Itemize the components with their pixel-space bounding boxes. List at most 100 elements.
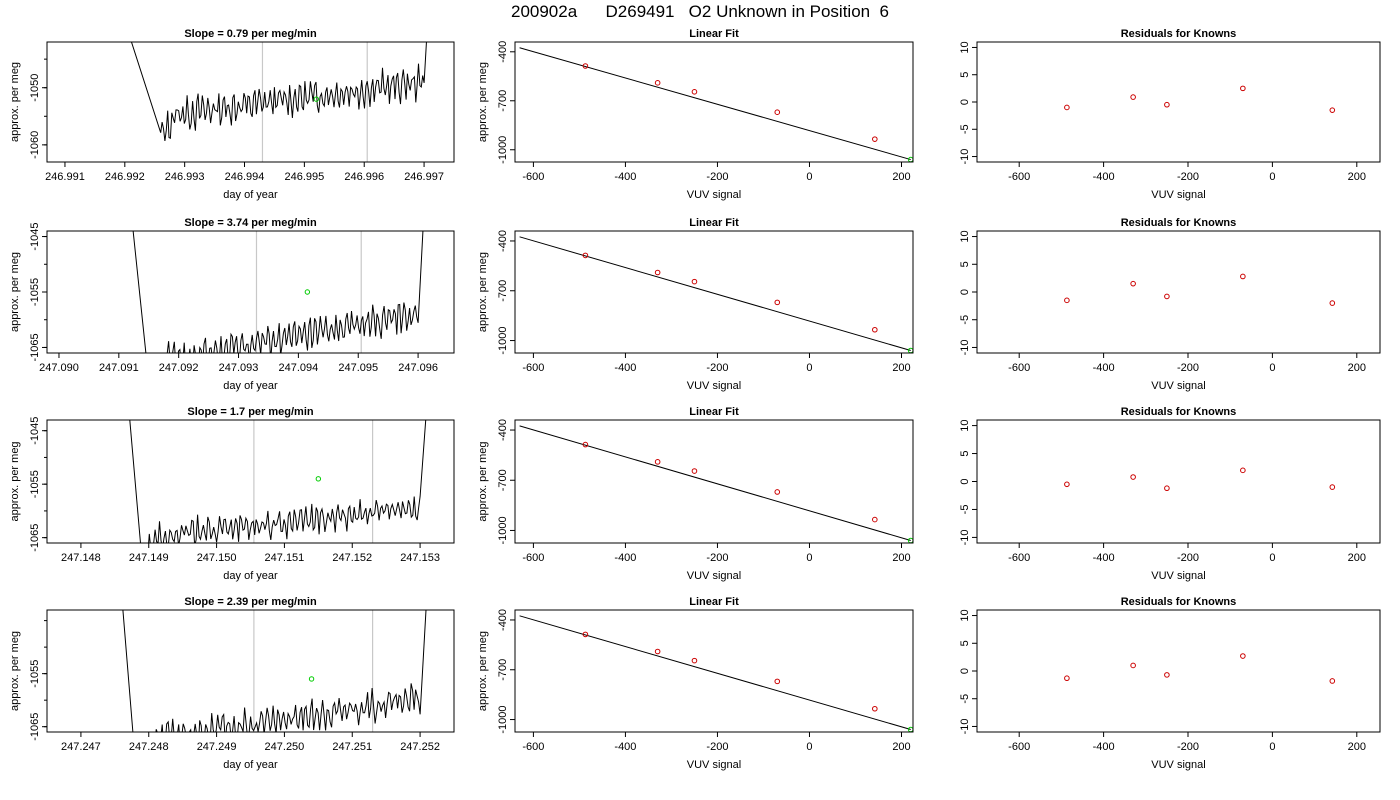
known-point xyxy=(1130,474,1136,480)
x-axis-label: VUV signal xyxy=(1151,189,1205,201)
panel-title: Linear Fit xyxy=(689,596,739,608)
x-axis-label: VUV signal xyxy=(1151,380,1205,392)
page-title: 200902a D269491 O2 Unknown in Position 6 xyxy=(510,2,890,21)
x-tick-label: -600 xyxy=(1008,362,1030,374)
x-tick-label: 246.997 xyxy=(404,171,444,183)
known-point xyxy=(1064,297,1070,304)
x-tick-label: -600 xyxy=(1008,741,1030,753)
panel-title: Linear Fit xyxy=(689,406,739,418)
y-axis-label: approx. per meg xyxy=(9,252,21,332)
x-tick-label: -400 xyxy=(614,362,636,374)
known-point xyxy=(872,136,878,142)
plot-frame xyxy=(976,41,1381,163)
plot-area xyxy=(129,420,427,543)
known-point xyxy=(872,705,878,712)
plot-frame xyxy=(514,41,914,163)
panel-title: Slope = 1.7 per meg/min xyxy=(187,406,314,418)
y-tick-label: -10 xyxy=(959,340,971,356)
x-tick-label: 200 xyxy=(892,741,910,753)
x-tick-label: -600 xyxy=(1008,552,1030,564)
x-axis-label: day of year xyxy=(223,570,278,582)
y-tick-label: -400 xyxy=(497,230,509,252)
y-tick-label: 0 xyxy=(959,478,971,484)
y-tick-label: -700 xyxy=(497,469,509,491)
x-tick-label: 247.090 xyxy=(39,362,79,374)
y-tick-label: -700 xyxy=(497,280,509,302)
y-tick-label: -1000 xyxy=(497,705,509,733)
y-axis-label: approx. per meg xyxy=(9,631,21,711)
known-point xyxy=(582,63,589,69)
panel-title: Slope = 3.74 per meg/min xyxy=(184,217,317,229)
y-tick-label: 0 xyxy=(959,99,971,105)
x-tick-label: -600 xyxy=(522,171,544,183)
known-point xyxy=(691,468,698,474)
panel-row1-time: Slope = 0.79 per meg/min 246.991 246.992 24… xyxy=(9,28,455,201)
x-tick-label: 247.149 xyxy=(129,552,169,564)
known-point xyxy=(1164,672,1170,678)
panel-row2-resid: Residuals for Knowns -600 -400 -200 0 200 10 5 0… xyxy=(959,217,1381,392)
x-tick-label: 200 xyxy=(892,552,910,564)
y-tick-label: 10 xyxy=(959,609,971,621)
x-tick-label: 246.991 xyxy=(45,171,85,183)
x-tick-label: 246.994 xyxy=(225,171,265,183)
x-tick-label: 200 xyxy=(1348,741,1366,753)
x-tick-label: 247.250 xyxy=(265,741,305,753)
x-axis-label: VUV signal xyxy=(687,380,741,392)
plot-area xyxy=(1064,653,1336,684)
plot-frame xyxy=(514,609,914,733)
x-tick-label: 247.151 xyxy=(265,552,305,564)
plot-frame xyxy=(46,230,455,354)
y-tick-label: 0 xyxy=(959,668,971,674)
x-tick-label: 247.247 xyxy=(61,741,101,753)
y-tick-label: -10 xyxy=(959,719,971,735)
plot-area xyxy=(122,610,427,732)
known-point xyxy=(1329,300,1336,306)
x-tick-label: -400 xyxy=(1093,171,1115,183)
panel-row4-resid: Residuals for Knowns -600 -400 -200 0 200 10 5 0… xyxy=(959,596,1381,771)
x-tick-label: -400 xyxy=(1093,741,1115,753)
known-point xyxy=(1130,94,1136,100)
panel-row1-fit: Linear Fit -600 -400 -200 0 200 -400 -700 -1000 V… xyxy=(477,28,914,201)
x-tick-label: -200 xyxy=(1177,552,1199,564)
x-tick-label: 200 xyxy=(892,171,910,183)
x-tick-label: 0 xyxy=(1269,741,1275,753)
series-trace xyxy=(129,420,427,543)
plot-area xyxy=(1064,273,1336,306)
y-tick-label: 5 xyxy=(959,640,971,646)
y-tick-label: -1045 xyxy=(29,417,41,445)
panel-row2-time: Slope = 3.74 per meg/min 247.090 247.091 24… xyxy=(9,217,455,392)
plot-area xyxy=(519,47,913,162)
y-axis-label: approx. per meg xyxy=(477,62,489,142)
known-point xyxy=(1164,485,1170,492)
x-tick-label: -600 xyxy=(522,741,544,753)
unknown-point xyxy=(315,476,322,482)
x-tick-label: 247.091 xyxy=(99,362,139,374)
fit-line xyxy=(519,47,911,161)
known-point xyxy=(774,299,781,306)
plot-frame xyxy=(514,419,914,544)
y-axis-label: approx. per meg xyxy=(477,441,489,521)
known-point xyxy=(1329,484,1336,490)
y-tick-label: -400 xyxy=(497,419,509,441)
x-axis-label: VUV signal xyxy=(687,189,741,201)
y-tick-label: -1050 xyxy=(29,74,41,102)
panel-row1-resid: Residuals for Knowns -600 -400 -200 0 200 10 5 0… xyxy=(959,28,1381,201)
y-tick-label: -1065 xyxy=(29,713,41,741)
y-axis-label: approx. per meg xyxy=(9,441,21,521)
y-tick-label: -1065 xyxy=(29,333,41,361)
plot-area xyxy=(130,42,427,162)
plot-area xyxy=(519,425,913,543)
x-tick-label: 247.095 xyxy=(338,362,378,374)
x-tick-label: 247.152 xyxy=(332,552,372,564)
plot-area xyxy=(1064,85,1336,113)
unknown-point xyxy=(308,676,315,682)
x-tick-label: 247.251 xyxy=(332,741,372,753)
known-point xyxy=(1064,675,1070,682)
known-point xyxy=(1164,101,1170,108)
x-tick-label: -200 xyxy=(706,552,728,564)
y-tick-label: 10 xyxy=(959,419,971,431)
x-tick-label: 246.995 xyxy=(284,171,324,183)
x-tick-label: -600 xyxy=(1008,171,1030,183)
known-point xyxy=(872,326,878,333)
